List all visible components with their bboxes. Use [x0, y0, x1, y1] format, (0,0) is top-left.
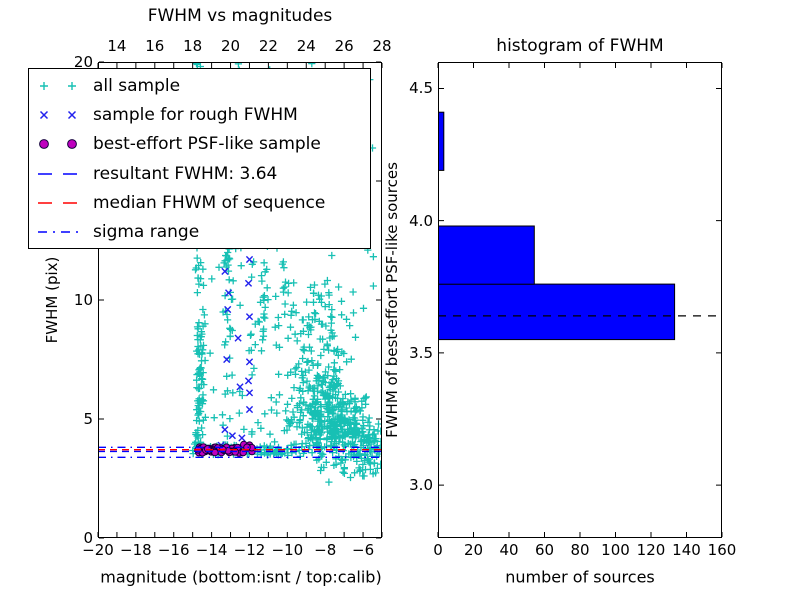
hist-bar [438, 111, 445, 171]
right-y-tick-4: 4.0 [409, 211, 433, 230]
right-plot-title: histogram of FWHM [496, 36, 664, 56]
right-yaxis-label: FWHM of best-effort PSF-like sources [383, 162, 401, 438]
hist-bar [438, 283, 676, 341]
left-y-tick-20: 20 [73, 53, 93, 71]
left-bottom-tick--8: −8 [314, 541, 337, 559]
right-x-tick-160: 160 [707, 541, 737, 559]
right-y-tick-3.5: 3.5 [409, 343, 433, 362]
left-top-tick-18: 18 [183, 37, 203, 55]
legend-entry-4: median FHWM of sequence [29, 188, 370, 217]
left-top-tick-20: 20 [220, 37, 241, 55]
tick-marks [437, 63, 723, 537]
psf-sample-marker [243, 443, 251, 452]
legend-entry-2: best-effort PSF-like sample [29, 130, 370, 159]
psf-sample-marker [211, 448, 219, 457]
left-plot-title: FWHM vs magnitudes [147, 6, 333, 26]
legend-entry-5: sigma range [29, 217, 370, 246]
left-bottom-tick--20: −20 [82, 541, 114, 559]
legend-label: sample for rough FWHM [93, 104, 298, 125]
left-y-tick-5: 5 [83, 410, 93, 428]
left-bottom-tick--12: −12 [233, 541, 266, 559]
left-top-tick-26: 26 [334, 37, 354, 55]
legend-label: sigma range [93, 222, 200, 243]
left-y-tick-10: 10 [73, 291, 93, 309]
left-plot-frame [98, 62, 382, 538]
right-x-tick-20: 20 [463, 541, 484, 559]
left-top-tick-28: 28 [372, 37, 392, 55]
legend-entry-3: resultant FWHM: 3.64 [29, 159, 370, 188]
right-y-tick-4.5: 4.5 [409, 79, 433, 98]
legend-dashdot-icon [38, 231, 82, 233]
legend-x-icon [39, 110, 77, 119]
left-bottom-tick--14: −14 [195, 541, 228, 559]
right-x-tick-140: 140 [672, 541, 701, 559]
left-yaxis-label: FWHM (pix) [43, 256, 61, 344]
legend-entry-1: sample for rough FWHM [29, 100, 370, 129]
legend-label: best-effort PSF-like sample [93, 134, 321, 155]
right-x-tick-100: 100 [601, 541, 630, 559]
left-bottom-tick--16: −16 [157, 541, 190, 559]
legend-label: median FHWM of sequence [93, 192, 326, 213]
legend-dashed-icon [38, 172, 82, 175]
legend-label: all sample [93, 75, 181, 96]
right-x-tick-0: 0 [433, 541, 443, 559]
right-plot-frame [438, 62, 722, 538]
tick-marks [97, 61, 383, 539]
left-top-tick-24: 24 [296, 37, 316, 55]
left-xaxis-label: magnitude (bottom:isnt / top:calib) [100, 567, 382, 587]
legend-box: all sample sample for rough FWHM best-effo… [28, 68, 371, 249]
left-y-tick-0: 0 [83, 529, 93, 547]
left-bottom-tick--6: −6 [352, 541, 375, 559]
legend-label: resultant FWHM: 3.64 [93, 163, 278, 184]
left-top-tick-16: 16 [145, 37, 165, 55]
hist-bar [438, 225, 535, 285]
right-plot-area [438, 111, 722, 341]
right-x-tick-80: 80 [570, 541, 590, 559]
right-xaxis-label: number of sources [505, 567, 655, 587]
right-x-tick-60: 60 [534, 541, 555, 559]
left-bottom-tick--10: −10 [271, 541, 304, 559]
legend-dashed-icon [38, 202, 82, 204]
legend-circle-icon [39, 139, 77, 150]
left-plot-area [98, 62, 382, 486]
right-x-tick-40: 40 [499, 541, 519, 559]
left-top-tick-22: 22 [258, 37, 278, 55]
legend-entry-0: all sample [29, 71, 370, 100]
legend-plus-icon [40, 81, 76, 90]
left-bottom-tick--18: −18 [120, 541, 152, 559]
right-x-tick-120: 120 [636, 541, 666, 559]
left-top-tick-14: 14 [107, 37, 127, 55]
right-y-tick-3: 3.0 [409, 476, 433, 495]
